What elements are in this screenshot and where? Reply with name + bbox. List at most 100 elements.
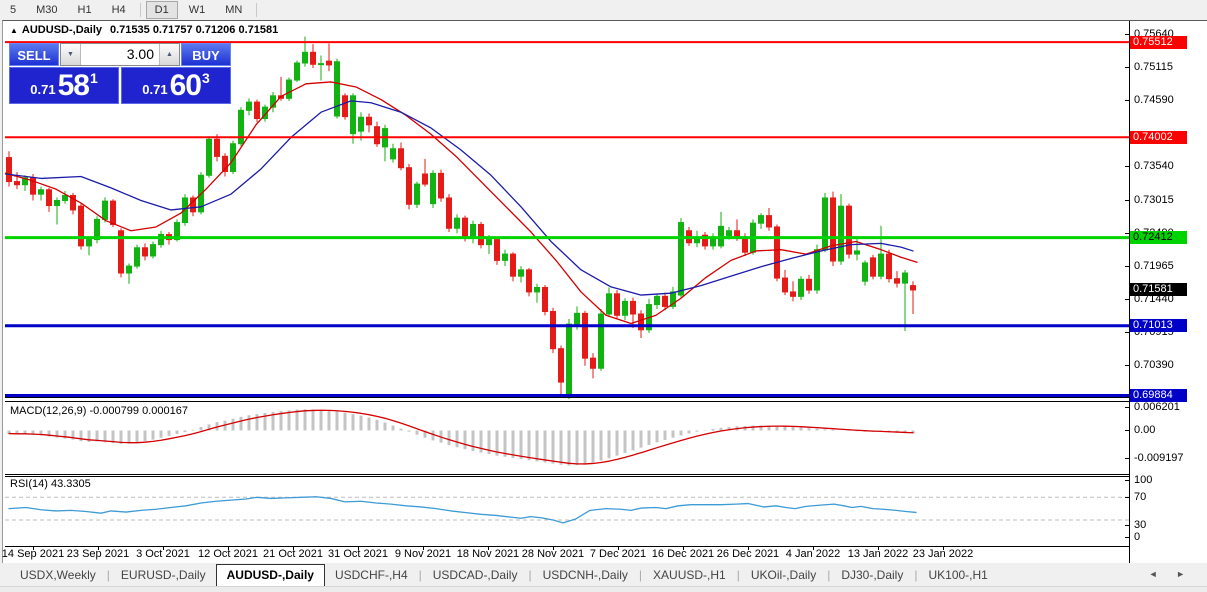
rsi-axis-label: 30 xyxy=(1134,519,1147,531)
chart-collapse-icon[interactable]: ▲ xyxy=(10,26,18,35)
axis-tick-mark xyxy=(1125,265,1129,267)
buy-button[interactable]: BUY xyxy=(181,43,231,66)
status-bar xyxy=(0,586,1207,592)
tab-separator: | xyxy=(914,568,918,582)
date-tick-mark xyxy=(488,546,489,550)
sell-button[interactable]: SELL xyxy=(9,43,59,66)
chart-title: ▲ AUDUSD-,Daily 0.71535 0.71757 0.71206 0.… xyxy=(10,24,278,36)
date-axis-label: 23 Sep 2021 xyxy=(66,548,130,560)
date-tick-mark xyxy=(813,546,814,550)
axis-tick-mark xyxy=(1125,458,1129,459)
timeframe-button-5[interactable]: 5 xyxy=(10,4,17,16)
buy-price-pip: 3 xyxy=(201,70,210,86)
chart-tab-usdcnh-daily[interactable]: USDCNH-,Daily xyxy=(542,568,628,582)
timeframe-toolbar: 5 M30 H1 H4 D1 W1 MN xyxy=(0,0,1207,20)
rsi-line xyxy=(8,496,917,524)
price-axis-line xyxy=(1129,21,1130,563)
macd-axis-label: 0.00 xyxy=(1134,424,1156,436)
panel-separator[interactable] xyxy=(5,397,1129,398)
price-chart[interactable] xyxy=(5,21,1129,403)
date-axis-label: 21 Oct 2021 xyxy=(263,548,323,560)
date-tick-mark xyxy=(553,546,554,550)
sell-price-pip: 1 xyxy=(89,70,98,86)
date-tick-mark xyxy=(98,546,99,550)
date-tick-mark xyxy=(878,546,879,550)
chart-tab-audusd-daily[interactable]: AUDUSD-,Daily xyxy=(215,564,325,586)
panel-separator[interactable] xyxy=(5,474,1129,475)
rsi-axis-label: 70 xyxy=(1134,491,1147,503)
date-tick-mark xyxy=(423,546,424,550)
chart-tab-usdx-weekly[interactable]: USDX,Weekly xyxy=(20,568,96,582)
axis-tick-mark xyxy=(1125,166,1129,168)
one-click-trade-panel: SELL ▼ 3.00 ▲ BUY 0.71 58 1 0.71 60 3 xyxy=(9,43,231,104)
timeframe-button-d1[interactable]: D1 xyxy=(145,1,178,19)
chevron-up-icon: ▲ xyxy=(166,51,173,58)
tab-scroll-arrows[interactable]: ◄ ► xyxy=(1148,569,1193,579)
axis-tick-mark xyxy=(1125,480,1129,481)
date-axis-label: 7 Dec 2021 xyxy=(589,548,647,560)
sell-price-quote[interactable]: 0.71 58 1 xyxy=(9,67,119,104)
date-tick-mark xyxy=(33,546,34,550)
toolbar-separator xyxy=(139,3,141,17)
chart-tab-ukoil-daily[interactable]: UKOil-,Daily xyxy=(750,568,817,582)
axis-tick-mark xyxy=(1125,67,1129,69)
ma-slow-line xyxy=(5,100,914,296)
axis-tick-mark xyxy=(1125,298,1129,300)
date-axis-label: 4 Jan 2022 xyxy=(785,548,841,560)
price-level-tag: 0.75512 xyxy=(1130,35,1187,49)
date-tick-mark xyxy=(228,546,229,550)
date-axis-label: 18 Nov 2021 xyxy=(456,548,520,560)
tab-separator: | xyxy=(418,568,422,582)
axis-tick-mark xyxy=(1125,232,1129,234)
macd-panel[interactable] xyxy=(5,403,1129,474)
axis-tick-mark xyxy=(1125,365,1129,367)
date-tick-mark xyxy=(618,546,619,550)
price-axis-label: 0.75115 xyxy=(1134,61,1173,74)
timeframe-button-m30[interactable]: M30 xyxy=(36,4,58,16)
sell-price-digits: 58 xyxy=(57,69,90,102)
volume-increase-button[interactable]: ▲ xyxy=(159,44,179,65)
chart-tab-usdchf-h4[interactable]: USDCHF-,H4 xyxy=(334,568,408,582)
date-axis-label: 3 Oct 2021 xyxy=(136,548,190,560)
rsi-bottom-border xyxy=(5,546,1129,547)
macd-label: MACD(12,26,9) -0.000799 0.000167 xyxy=(10,405,188,417)
axis-tick-mark xyxy=(1125,199,1129,201)
panel-separator[interactable] xyxy=(5,476,1129,477)
chart-tab-dj30-daily[interactable]: DJ30-,Daily xyxy=(841,568,904,582)
panel-separator[interactable] xyxy=(5,401,1129,402)
date-tick-mark xyxy=(943,546,944,550)
tab-separator: | xyxy=(528,568,532,582)
price-axis-label: 0.70390 xyxy=(1134,359,1174,372)
tab-separator: | xyxy=(106,568,110,582)
chart-tab-bar: USDX,Weekly | EURUSD-,Daily AUDUSD-,Daily US… xyxy=(0,563,1207,586)
price-level-tag: 0.74002 xyxy=(1130,130,1187,144)
rsi-axis-label: 100 xyxy=(1134,474,1153,486)
date-axis-label: 9 Nov 2021 xyxy=(394,548,452,560)
horizontal-level-lines xyxy=(5,41,1129,397)
rsi-level-lines xyxy=(5,496,1129,521)
chart-tab-xauusd-h1[interactable]: XAUUSD-,H1 xyxy=(653,568,726,582)
price-level-tag: 0.69884 xyxy=(1130,388,1187,402)
buy-price-quote[interactable]: 0.71 60 3 xyxy=(121,67,231,104)
axis-tick-mark xyxy=(1125,34,1129,35)
date-axis-label: 13 Jan 2022 xyxy=(847,548,909,560)
timeframe-button-h4[interactable]: H4 xyxy=(111,4,126,16)
volume-decrease-button[interactable]: ▼ xyxy=(61,44,81,65)
timeframe-button-h1[interactable]: H1 xyxy=(77,4,92,16)
toolbar-separator xyxy=(256,3,258,17)
chart-tab-uk100-h1[interactable]: UK100-,H1 xyxy=(928,568,988,582)
date-axis-label: 14 Sep 2021 xyxy=(1,548,65,560)
chart-tab-usdcad-daily[interactable]: USDCAD-,Daily xyxy=(432,568,518,582)
date-tick-mark xyxy=(163,546,164,550)
axis-tick-mark xyxy=(1125,537,1129,538)
rsi-axis-label: 0 xyxy=(1134,531,1141,543)
volume-input[interactable]: 3.00 xyxy=(126,46,154,62)
buy-price-prefix: 0.71 xyxy=(142,82,168,97)
price-level-tag: 0.71581 xyxy=(1130,283,1187,297)
timeframe-button-w1[interactable]: W1 xyxy=(188,4,206,16)
chart-tab-eurusd-daily[interactable]: EURUSD-,Daily xyxy=(120,568,206,582)
price-axis-label: 0.71965 xyxy=(1134,259,1174,272)
date-axis-label: 12 Oct 2021 xyxy=(198,548,258,560)
timeframe-button-mn[interactable]: MN xyxy=(225,4,243,16)
rsi-panel[interactable] xyxy=(5,476,1129,546)
